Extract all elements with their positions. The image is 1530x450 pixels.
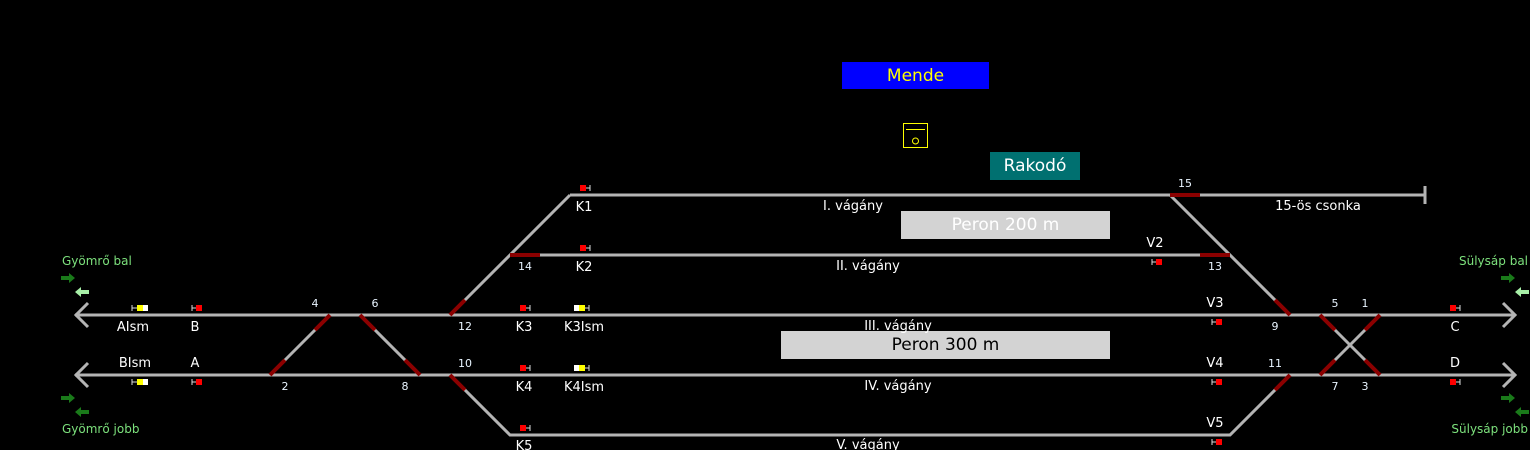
switch-occupancy bbox=[268, 193, 1382, 392]
switch-label: 5 bbox=[1332, 297, 1339, 310]
track-label: 15-ös csonka bbox=[1275, 199, 1361, 214]
signal-label: B bbox=[191, 320, 200, 335]
direction-label: Sülysáp jobb bbox=[1451, 422, 1528, 436]
arrow-left-icon bbox=[75, 407, 89, 417]
signal-v5 bbox=[1211, 439, 1222, 445]
arrow-right-icon bbox=[61, 393, 75, 403]
signal-label: BIsm bbox=[119, 356, 151, 371]
signal-label: D bbox=[1450, 356, 1460, 371]
switch-label: 10 bbox=[458, 357, 472, 370]
switch-label: 11 bbox=[1268, 357, 1282, 370]
arrow-left-icon bbox=[1515, 287, 1529, 297]
signal-k4 bbox=[520, 365, 531, 371]
signal-k5 bbox=[520, 425, 531, 431]
switch-label: 2 bbox=[282, 380, 289, 393]
station-name: Mende bbox=[842, 62, 989, 89]
switch-label: 3 bbox=[1362, 380, 1369, 393]
signal-v3 bbox=[1211, 319, 1222, 325]
tracks[interactable] bbox=[73, 186, 1518, 437]
switch-label: 14 bbox=[518, 260, 532, 273]
direction-arrows[interactable] bbox=[61, 273, 1529, 417]
switch-label: 6 bbox=[372, 297, 379, 310]
signal-label: K4 bbox=[516, 380, 533, 395]
signal-k4ism bbox=[574, 365, 590, 371]
track-label: IV. vágány bbox=[864, 379, 931, 394]
switch-label: 12 bbox=[458, 320, 472, 333]
signal-c bbox=[1450, 305, 1461, 311]
signal-b bbox=[191, 305, 202, 311]
switch-label: 4 bbox=[312, 297, 319, 310]
signal-label: K5 bbox=[516, 439, 533, 450]
platform-300: Peron 300 m bbox=[781, 331, 1110, 359]
arrow-right-icon bbox=[1501, 273, 1515, 283]
track-label: I. vágány bbox=[823, 199, 883, 214]
direction-label: Sülysáp bal bbox=[1459, 254, 1528, 268]
signal-v2 bbox=[1151, 259, 1162, 265]
switch-label: 1 bbox=[1362, 297, 1369, 310]
switch-label: 7 bbox=[1332, 380, 1339, 393]
signal-label: V3 bbox=[1206, 296, 1223, 311]
station-building-icon[interactable] bbox=[903, 123, 928, 148]
arrow-right-icon bbox=[1501, 393, 1515, 403]
track-1 bbox=[448, 186, 1427, 317]
switch-label: 8 bbox=[402, 380, 409, 393]
signal-d bbox=[1450, 379, 1461, 385]
track-label: II. vágány bbox=[836, 259, 900, 274]
signal-label: V2 bbox=[1146, 236, 1163, 251]
signal-k3ism bbox=[574, 305, 590, 311]
signal-label: A bbox=[191, 356, 200, 371]
arrow-left-icon bbox=[1515, 407, 1529, 417]
signals[interactable] bbox=[131, 185, 1461, 445]
signal-label: C bbox=[1450, 320, 1459, 335]
signal-bism bbox=[131, 379, 148, 385]
signal-v4 bbox=[1211, 379, 1222, 385]
signal-label: K2 bbox=[576, 260, 593, 275]
direction-label: Gyömrő bal bbox=[62, 254, 132, 268]
signal-k2 bbox=[580, 245, 591, 251]
track-5 bbox=[448, 373, 1292, 437]
signal-label: AIsm bbox=[117, 320, 149, 335]
signal-label: V4 bbox=[1206, 356, 1223, 371]
signal-k3 bbox=[520, 305, 531, 311]
signal-label: K3 bbox=[516, 320, 533, 335]
signal-a bbox=[191, 379, 202, 385]
track-label: V. vágány bbox=[836, 438, 900, 450]
signal-label: V5 bbox=[1206, 416, 1223, 431]
platform-200: Peron 200 m bbox=[901, 211, 1110, 239]
switch-label: 9 bbox=[1272, 320, 1279, 333]
arrow-right-icon bbox=[61, 273, 75, 283]
signal-aism bbox=[131, 305, 148, 311]
signal-label: K1 bbox=[576, 200, 593, 215]
switch-label: 15 bbox=[1178, 177, 1192, 190]
signal-k1 bbox=[580, 185, 591, 191]
track-label: III. vágány bbox=[864, 319, 932, 334]
loading-area-label[interactable]: Rakodó bbox=[990, 152, 1080, 180]
track-4 bbox=[73, 361, 1518, 389]
signal-label: K4Ism bbox=[564, 380, 604, 395]
signal-label: K3Ism bbox=[564, 320, 604, 335]
switch-label: 13 bbox=[1208, 260, 1222, 273]
track-3 bbox=[73, 301, 1518, 329]
direction-label: Gyömrő jobb bbox=[62, 422, 139, 436]
arrow-left-icon bbox=[75, 287, 89, 297]
